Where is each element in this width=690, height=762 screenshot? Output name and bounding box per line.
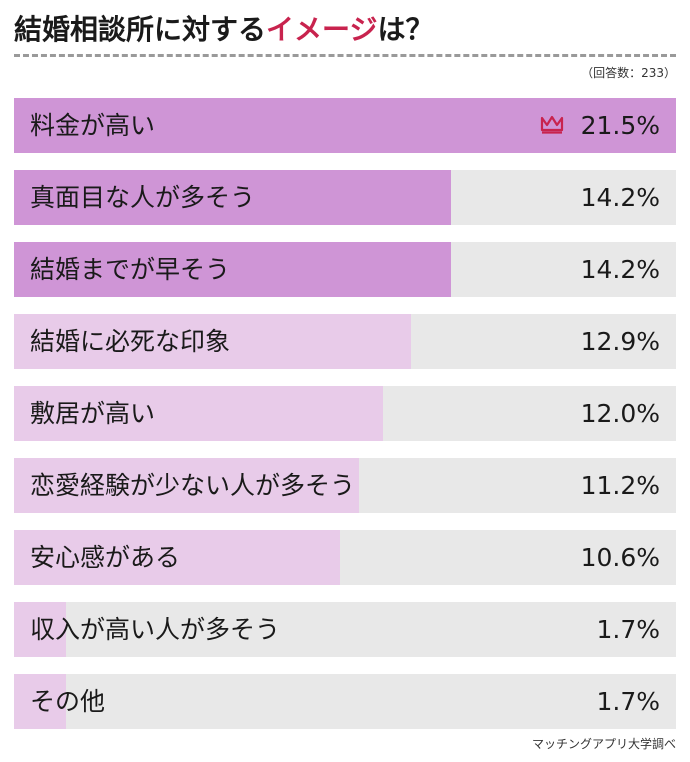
bar-value-label: 12.0% <box>580 399 660 428</box>
source-note: マッチングアプリ大学調べ <box>531 737 676 751</box>
title-divider <box>14 54 676 57</box>
bar-value-label: 10.6% <box>580 543 660 572</box>
bar-row: 真面目な人が多そう 14.2% <box>14 170 676 225</box>
title-highlight: イメージ <box>266 13 378 46</box>
bar-row: 安心感がある 10.6% <box>14 530 676 585</box>
bar <box>14 458 359 513</box>
bar <box>14 98 676 153</box>
bar-value-label: 14.2% <box>580 183 660 212</box>
bar-value-label: 21.5% <box>580 111 660 140</box>
bar <box>14 242 451 297</box>
bar <box>14 386 383 441</box>
bar-row: 敷居が高い 12.0% <box>14 386 676 441</box>
bar-row: その他 1.7% <box>14 674 676 729</box>
bar-value-label: 12.9% <box>580 327 660 356</box>
bar-value-label: 11.2% <box>580 471 660 500</box>
bar-category-label: 結婚までが早そう <box>30 255 231 284</box>
bar-row: 結婚に必死な印象 12.9% <box>14 314 676 369</box>
title-prefix: 結婚相談所に対する <box>14 13 267 46</box>
bar <box>14 530 340 585</box>
bar-value-label: 1.7% <box>596 615 660 644</box>
bar-category-label: 敷居が高い <box>30 399 156 428</box>
crown-icon <box>540 115 564 134</box>
bar <box>14 314 411 369</box>
bar <box>14 602 66 657</box>
bar-category-label: 料金が高い <box>30 111 156 140</box>
title-suffix: は？ <box>377 13 434 46</box>
bar-row: 料金が高い 21.5% <box>14 98 676 153</box>
bar-row: 結婚までが早そう 14.2% <box>14 242 676 297</box>
bar-category-label: 結婚に必死な印象 <box>30 327 231 356</box>
bar-row: 恋愛経験が少ない人が多そう 11.2% <box>14 458 676 513</box>
sample-size-note: （回答数：233） <box>581 66 676 80</box>
bar-category-label: 恋愛経験が少ない人が多そう <box>30 471 356 500</box>
bar <box>14 674 66 729</box>
bar-row: 収入が高い人が多そう 1.7% <box>14 602 676 657</box>
bar-category-label: 安心感がある <box>30 543 181 572</box>
bar-value-label: 14.2% <box>580 255 660 284</box>
bar-category-label: その他 <box>30 687 106 716</box>
chart-title: 結婚相談所に対するイメージは？ <box>14 8 433 48</box>
bar-value-label: 1.7% <box>596 687 660 716</box>
bar <box>14 170 451 225</box>
bar-category-label: 収入が高い人が多そう <box>30 615 281 644</box>
bar-category-label: 真面目な人が多そう <box>30 183 256 212</box>
